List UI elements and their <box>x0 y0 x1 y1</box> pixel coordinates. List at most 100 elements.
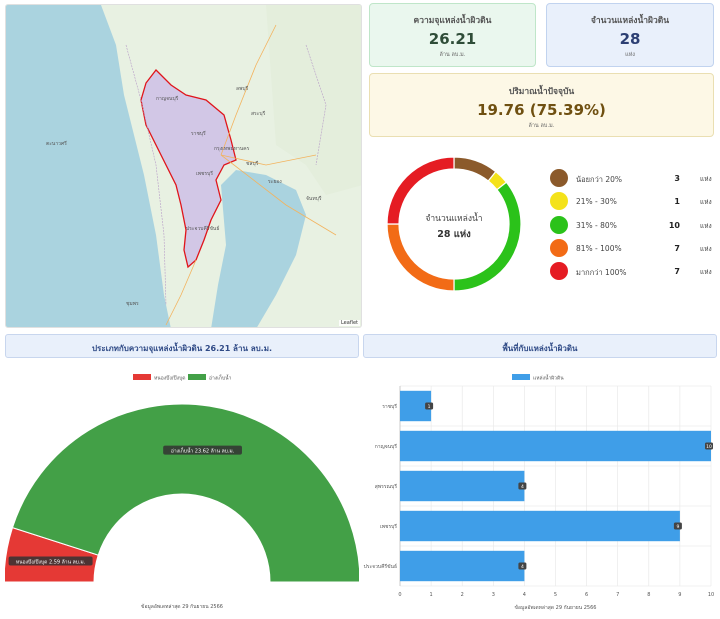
map-label-5: ประจวบคีรีขันธ์ <box>186 225 219 232</box>
bar-legend[interactable]: แหล่งน้ำผิวดิน <box>512 373 564 382</box>
legend-count: 10 <box>668 221 680 230</box>
current-value: 19.76 (75.39%) <box>477 101 606 119</box>
bar-4[interactable] <box>400 550 525 582</box>
svg-text:แหล่งน้ำผิวดิน: แหล่งน้ำผิวดิน <box>533 373 564 382</box>
legend-count: 1 <box>674 197 680 206</box>
bar-value-label-1: 10 <box>705 442 713 450</box>
semi-slice-label-0: หนองบึง/บึงบุด 2.59 ล้าน ลบ.ม. <box>8 556 93 566</box>
bar-1[interactable] <box>400 430 711 462</box>
legend-unit: แห่ง <box>700 175 712 183</box>
bar-value-label-0: 1 <box>425 402 434 410</box>
semi-legend-swatch-1[interactable] <box>188 374 206 380</box>
legend-row-21-30: 21% - 30% 1 แห่ง <box>550 192 715 212</box>
bar-category-label-0: ราชบุรี <box>382 403 397 410</box>
legend-count: 3 <box>674 174 680 183</box>
donut-slice-0[interactable] <box>453 156 497 182</box>
legend-row-lt20: น้อยกว่า 20% 3 แห่ง <box>550 169 715 189</box>
semi-legend: หนองบึง/บึงบุด อ่างเก็บน้ำ <box>133 373 232 382</box>
bar-category-label-1: กาญจนบุรี <box>375 443 398 450</box>
capacity-card: ความจุแหล่งน้ำผิวดิน 26.21 ล้าน ลบ.ม. <box>369 3 536 67</box>
legend-unit: แห่ง <box>700 268 712 276</box>
legend-label: มากกว่า 100% <box>576 268 627 277</box>
capacity-label: ความจุแหล่งน้ำผิวดิน <box>413 16 492 26</box>
current-label: ปริมาณน้ำปัจจุบัน <box>508 87 575 97</box>
donut-center: จำนวนแหล่งน้ำ 28 แห่ง <box>386 211 522 242</box>
legend-swatch <box>550 192 568 210</box>
svg-text:4: 4 <box>521 564 524 570</box>
donut-slice-4[interactable] <box>386 156 455 225</box>
svg-text:10: 10 <box>706 444 712 450</box>
legend-label: 31% - 80% <box>576 221 617 230</box>
map-label-10: สระบุรี <box>251 110 266 117</box>
semi-slice-1[interactable] <box>11 403 359 583</box>
bar-value-label-3: 9 <box>673 522 682 530</box>
legend-count: 7 <box>674 244 680 253</box>
map-label-6: กรุงเทพมหานคร <box>214 146 250 152</box>
map-label-9: ชลบุรี <box>246 160 259 167</box>
svg-text:1: 1 <box>428 404 431 410</box>
current-unit: ล้าน ลบ.ม. <box>528 123 555 129</box>
bar-value-label-4: 4 <box>518 562 527 570</box>
capacity-unit: ล้าน ลบ.ม. <box>439 52 466 58</box>
legend-label: 21% - 30% <box>576 197 617 206</box>
svg-text:9: 9 <box>676 524 679 530</box>
legend-unit: แห่ง <box>700 222 712 230</box>
bar-value-label-2: 4 <box>518 482 527 490</box>
bar-xtick-8: 8 <box>647 592 650 598</box>
semi-legend-label-0[interactable]: หนองบึง/บึงบุด <box>154 375 186 382</box>
donut-center-value: 28 แห่ง <box>437 229 471 240</box>
semi-footer: ข้อมูลอัพเดทล่าสุด 29 กันยายน 2566 <box>141 603 223 610</box>
map-label-11: ลพบุรี <box>236 85 249 92</box>
bar-2[interactable] <box>400 470 525 502</box>
map-attribution[interactable]: Leaflet <box>338 320 360 326</box>
map-label-0: ตะนาวศรี <box>46 140 67 147</box>
svg-text:อ่างเก็บน้ำ 23.62 ล้าน ลบ.ม.: อ่างเก็บน้ำ 23.62 ล้าน ลบ.ม. <box>171 446 235 455</box>
legend-label: 81% - 100% <box>576 244 622 253</box>
legend-unit: แห่ง <box>700 198 712 206</box>
bar-xtick-10: 10 <box>708 592 714 598</box>
count-label: จำนวนแหล่งน้ำผิวดิน <box>590 16 670 26</box>
map-label-8: ระยอง <box>268 179 282 185</box>
bar-xtick-0: 0 <box>398 592 401 598</box>
legend-swatch <box>550 169 568 187</box>
bar-xtick-6: 6 <box>585 592 588 598</box>
legend-swatch <box>550 239 568 257</box>
region-map[interactable]: ตะนาวศรี ชุมพร กาญจนบุรี ราชบุรี เพชรบุร… <box>5 4 362 328</box>
current-volume-card: ปริมาณน้ำปัจจุบัน 19.76 (75.39%) ล้าน ลบ… <box>369 73 714 137</box>
bar-xtick-1: 1 <box>430 592 433 598</box>
legend-swatch <box>550 262 568 280</box>
bar-xtick-4: 4 <box>523 592 526 598</box>
legend-row-gt100: มากกว่า 100% 7 แห่ง <box>550 262 715 282</box>
type-capacity-header: ประเภทกับความจุแหล่งน้ำผิวดิน 26.21 ล้าน… <box>5 334 359 358</box>
bar-xtick-7: 7 <box>616 592 619 598</box>
bar-footer: ข้อมูลอัพเดทล่าสุด 29 กันยายน 2566 <box>515 604 597 611</box>
legend-label: น้อยกว่า 20% <box>576 175 623 184</box>
donut-center-label: จำนวนแหล่งน้ำ <box>425 214 483 224</box>
capacity-value: 26.21 <box>428 30 477 48</box>
bar-xtick-3: 3 <box>492 592 495 598</box>
area-sources-header: พื้นที่กับแหล่งน้ำผิวดิน <box>363 334 717 358</box>
legend-swatch <box>550 216 568 234</box>
count-value: 28 <box>619 30 641 48</box>
area-bar-chart[interactable]: แหล่งน้ำผิวดิน 0 1 2 3 4 5 6 7 8 9 10 ราชบุรี 1 กาญจนบ… <box>363 362 717 617</box>
count-unit: แห่ง <box>625 52 635 58</box>
map-label-4: เพชรบุรี <box>196 170 213 177</box>
bar-category-label-3: เพชรบุรี <box>380 523 397 530</box>
bar-xtick-5: 5 <box>554 592 557 598</box>
bar-xtick-2: 2 <box>461 592 464 598</box>
type-capacity-chart[interactable]: หนองบึง/บึงบุด อ่างเก็บน้ำหนองบึง/บึงบุด … <box>5 362 359 617</box>
legend-row-81-100: 81% - 100% 7 แห่ง <box>550 239 715 259</box>
semi-legend-label-1[interactable]: อ่างเก็บน้ำ <box>209 373 232 382</box>
map-label-2: กาญจนบุรี <box>156 95 179 102</box>
count-card: จำนวนแหล่งน้ำผิวดิน 28 แห่ง <box>546 3 714 67</box>
svg-text:4: 4 <box>521 484 524 490</box>
bar-3[interactable] <box>400 510 680 542</box>
semi-legend-swatch-0[interactable] <box>133 374 151 380</box>
bar-xtick-9: 9 <box>678 592 681 598</box>
status-donut-chart[interactable] <box>386 156 522 292</box>
map-label-1: ชุมพร <box>126 301 139 307</box>
semi-slice-label-1: อ่างเก็บน้ำ 23.62 ล้าน ลบ.ม. <box>163 445 242 455</box>
svg-text:หนองบึง/บึงบุด 2.59 ล้าน ลบ.ม.: หนองบึง/บึงบุด 2.59 ล้าน ลบ.ม. <box>16 558 86 565</box>
bar-category-label-4: ประจวบคีรีขันธ์ <box>364 563 397 570</box>
map-canvas[interactable]: ตะนาวศรี ชุมพร กาญจนบุรี ราชบุรี เพชรบุร… <box>6 5 362 328</box>
